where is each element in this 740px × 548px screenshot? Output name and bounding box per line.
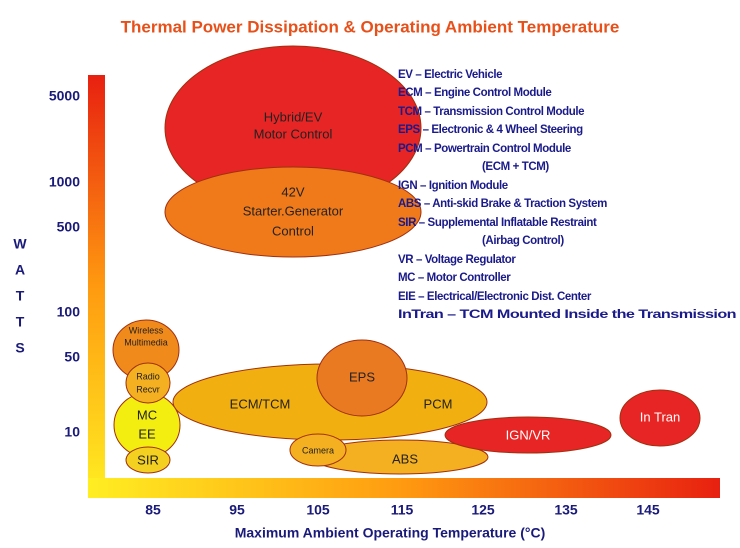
region-label: Starter.Generator [243, 203, 344, 218]
x-tick: 135 [554, 502, 578, 518]
region-label: In Tran [640, 409, 680, 424]
region-labels: Hybrid/EV Motor Control 42V Starter.Gene… [124, 109, 680, 467]
legend-line: EPS – Electronic & 4 Wheel Steering [398, 124, 583, 136]
y-axis-bar [88, 75, 105, 498]
y-label: W A T T S [13, 236, 27, 356]
region-intran [619, 389, 701, 447]
y-tick: 100 [57, 304, 81, 320]
region-label: Radio [136, 371, 160, 381]
regions [112, 45, 701, 475]
region-eps [316, 339, 408, 417]
region-label: Motor Control [254, 126, 333, 141]
region-label: IGN/VR [506, 427, 551, 442]
legend-line: TCM – Transmission Control Module [398, 106, 584, 118]
region-label: ABS [392, 451, 418, 466]
region-label: EE [138, 426, 156, 441]
x-tick: 125 [471, 502, 495, 518]
y-tick: 10 [64, 424, 80, 440]
legend-line: EIE – Electrical/Electronic Dist. Center [398, 291, 592, 303]
region-label: ECM/TCM [230, 396, 291, 411]
x-axis-bar [88, 478, 720, 498]
y-tick: 5000 [49, 88, 80, 104]
region-label: 42V [281, 184, 304, 199]
legend-line: IGN – Ignition Module [398, 180, 508, 192]
region-radio [125, 362, 171, 404]
legend-line: (Airbag Control) [482, 235, 564, 247]
region-label: Multimedia [124, 337, 168, 347]
region-label: SIR [137, 452, 159, 467]
region-label: Camera [302, 445, 334, 455]
region-label: MC [137, 407, 157, 422]
legend-line: InTran – TCM Mounted Inside the Transmis… [398, 309, 737, 321]
region-label: PCM [424, 396, 453, 411]
x-tick: 115 [391, 502, 414, 518]
x-label: Maximum Ambient Operating Temperature (°… [235, 525, 546, 541]
y-label-letter: W [13, 236, 27, 252]
x-tick: 85 [145, 502, 161, 518]
x-tick: 145 [636, 502, 660, 518]
region-camera [289, 433, 347, 467]
y-label-letter: T [16, 314, 25, 330]
legend-line: ECM – Engine Control Module [398, 87, 551, 99]
legend-line: SIR – Supplemental Inflatable Restraint [398, 217, 597, 229]
legend-line: MC – Motor Controller [398, 272, 511, 284]
y-ticks: 5000 1000 500 100 50 10 [49, 88, 80, 440]
region-label: Wireless [129, 325, 164, 335]
region-sir [125, 446, 171, 474]
y-label-letter: A [15, 262, 25, 278]
y-label-letter: T [16, 288, 25, 304]
region-label: Hybrid/EV [264, 109, 323, 124]
region-label: EPS [349, 369, 375, 384]
legend-line: VR – Voltage Regulator [398, 254, 516, 266]
x-ticks: 85 95 105 115 125 135 145 [145, 502, 660, 518]
title: Thermal Power Dissipation & Operating Am… [121, 17, 620, 36]
y-tick: 1000 [49, 174, 80, 190]
y-tick: 50 [64, 349, 80, 365]
legend: EV – Electric Vehicle ECM – Engine Contr… [398, 69, 737, 321]
legend-line: PCM – Powertrain Control Module [398, 143, 571, 155]
region-label: Recvr [136, 384, 160, 394]
region-42v [164, 166, 422, 258]
x-tick: 105 [306, 502, 330, 518]
y-tick: 500 [57, 219, 81, 235]
x-tick: 95 [229, 502, 245, 518]
legend-line: ABS – Anti-skid Brake & Traction System [398, 198, 607, 210]
region-ign-vr [444, 416, 612, 454]
y-label-letter: S [15, 340, 24, 356]
legend-line: (ECM + TCM) [482, 161, 549, 173]
region-label: Control [272, 223, 314, 238]
legend-line: EV – Electric Vehicle [398, 69, 502, 81]
